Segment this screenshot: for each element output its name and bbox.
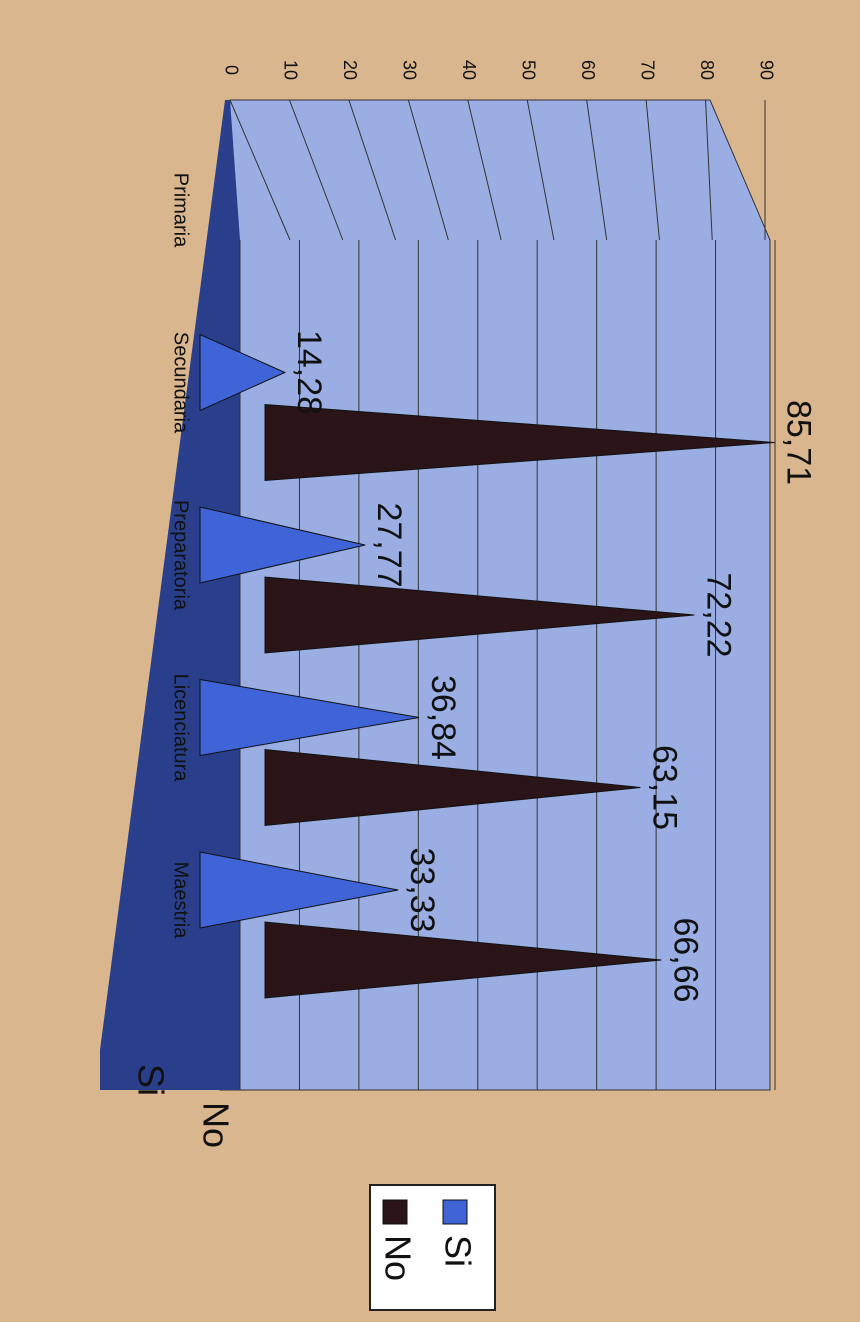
y-tick-label: 40: [459, 60, 479, 80]
y-tick-label: 20: [340, 60, 360, 80]
data-label: 33,33: [403, 847, 441, 932]
y-tick-label: 50: [518, 60, 538, 80]
data-label: 36,84: [424, 675, 462, 760]
x-tick-label: Secundaria: [170, 332, 192, 434]
grid-line: [467, 99, 502, 241]
legend-swatch: [442, 1199, 468, 1225]
grid-line: [705, 99, 713, 241]
grid-line: [288, 99, 344, 241]
y-tick-label: 70: [637, 60, 657, 80]
cone: [199, 851, 399, 929]
grid-line: [407, 99, 449, 241]
data-label: 27,77: [370, 502, 408, 587]
grid-line: [526, 99, 555, 241]
y-tick-label: 60: [578, 60, 598, 80]
y-tick-label: 0: [221, 65, 241, 75]
cone: [199, 506, 366, 584]
cone: [264, 921, 662, 999]
x-tick-label: Maestria: [170, 862, 192, 940]
y-tick-label: 30: [400, 60, 420, 80]
grid-line: [348, 99, 397, 241]
cone: [199, 333, 287, 412]
y-tick-label: 10: [281, 60, 301, 80]
cone: [264, 403, 775, 482]
depth-label: No: [195, 1102, 236, 1148]
grid-line: [645, 99, 660, 241]
x-tick-label: Preparatoria: [170, 500, 192, 611]
legend-label: No: [377, 1235, 418, 1281]
plot: 0 10 20 30 40 50 60 70 80 90 Primaria Secundaria Pre…: [100, 60, 818, 1311]
data-label: 66,66: [666, 917, 704, 1002]
x-tick-label: Primaria: [170, 173, 192, 248]
grid-line: [586, 99, 608, 241]
data-label: 63,15: [645, 745, 683, 830]
data-label: 14,28: [290, 330, 328, 415]
data-label: 72,22: [699, 572, 737, 657]
cone: [264, 748, 641, 827]
data-label: 85,71: [780, 400, 818, 485]
grid-line: [229, 99, 291, 241]
cone: [199, 678, 420, 757]
cone: [264, 576, 695, 654]
depth-label: Si: [130, 1064, 171, 1096]
legend-swatch: [382, 1199, 408, 1225]
x-tick-label: Licenciatura: [170, 674, 192, 783]
y-tick-label: 90: [756, 60, 776, 80]
legend-label: Si: [437, 1235, 478, 1267]
y-tick-label: 80: [697, 60, 717, 80]
